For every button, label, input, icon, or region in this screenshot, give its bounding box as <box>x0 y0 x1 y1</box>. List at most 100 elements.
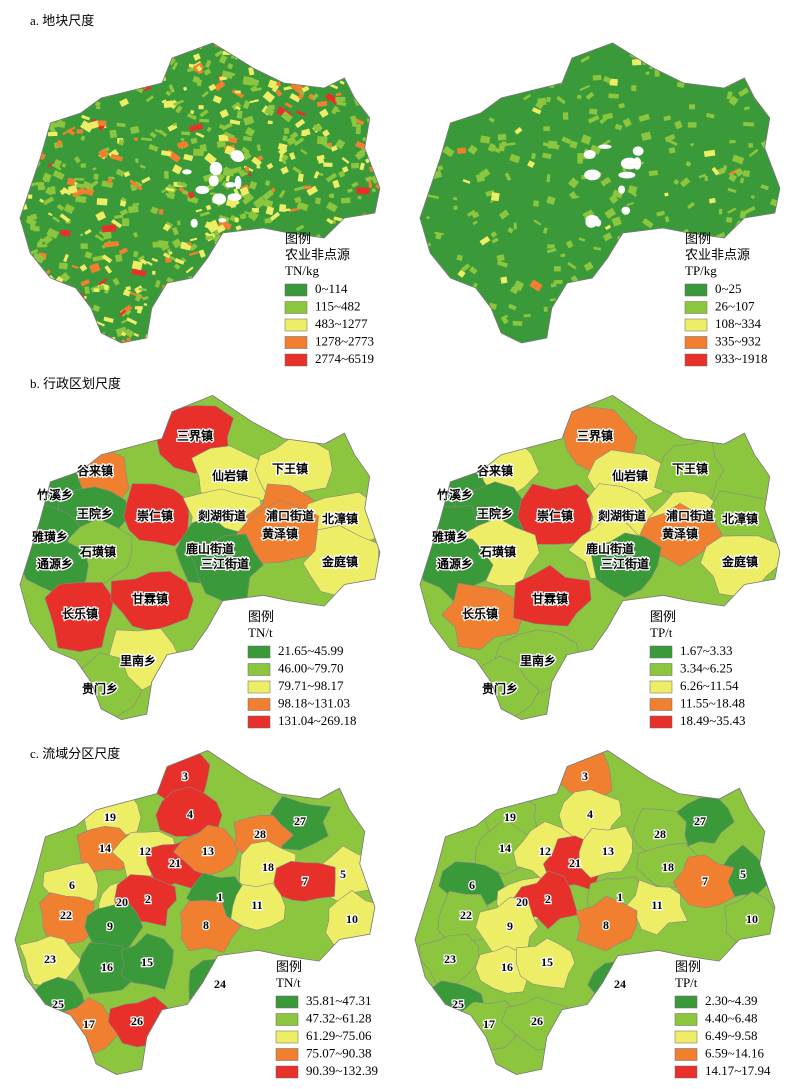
land-patch <box>79 83 88 92</box>
land-patch <box>742 170 751 177</box>
region-label: 14 <box>99 841 111 855</box>
region-label: 15 <box>141 955 153 969</box>
land-patch <box>114 214 124 219</box>
region-label: 竹溪乡 <box>36 487 73 502</box>
land-patch <box>42 234 53 245</box>
land-patch <box>670 291 679 299</box>
land-patch <box>293 43 305 53</box>
land-patch <box>29 69 40 80</box>
land-patch <box>533 200 539 207</box>
land-patch <box>710 43 721 44</box>
land-patch <box>744 205 756 215</box>
land-patch <box>433 304 441 310</box>
land-patch <box>173 263 181 270</box>
land-patch <box>332 68 342 77</box>
land-patch <box>255 52 260 56</box>
land-patch <box>580 314 588 319</box>
legend-unit: TP/t <box>650 625 673 640</box>
legend-swatch <box>247 645 271 659</box>
land-patch <box>98 148 109 159</box>
land-patch <box>88 49 96 55</box>
land-patch <box>226 136 238 144</box>
land-patch <box>80 163 87 168</box>
urban-area <box>594 218 602 227</box>
land-patch <box>348 77 356 84</box>
land-patch <box>756 270 762 275</box>
land-patch <box>316 136 328 145</box>
legend-swatch <box>674 1048 698 1061</box>
land-patch <box>71 48 78 54</box>
legend-unit: TN/t <box>276 975 301 990</box>
land-patch <box>687 201 695 210</box>
land-patch <box>717 48 729 54</box>
land-patch <box>580 134 592 145</box>
land-patch <box>579 84 590 92</box>
land-patch <box>645 266 658 279</box>
land-patch <box>56 52 65 57</box>
land-patch <box>198 249 206 258</box>
land-patch <box>43 317 56 329</box>
land-patch <box>441 338 453 343</box>
land-patch <box>600 176 612 187</box>
land-patch <box>63 203 75 215</box>
land-patch <box>434 231 444 236</box>
legend-title: 图例 <box>285 231 311 246</box>
land-patch <box>296 110 306 117</box>
land-patch <box>769 138 780 147</box>
land-patch <box>264 180 271 187</box>
land-patch <box>266 331 276 339</box>
land-patch <box>278 189 286 199</box>
land-patch <box>281 135 288 142</box>
land-patch <box>133 332 140 338</box>
land-patch <box>743 121 755 127</box>
land-patch <box>543 306 548 312</box>
region <box>513 564 592 627</box>
land-patch <box>172 122 178 127</box>
land-patch <box>266 328 275 337</box>
land-patch <box>273 264 281 271</box>
land-patch <box>102 231 112 240</box>
land-patch <box>618 336 624 340</box>
land-patch <box>80 135 86 141</box>
land-patch <box>328 193 334 198</box>
land-patch <box>70 69 77 77</box>
land-patch <box>313 124 322 132</box>
land-patch <box>586 287 594 297</box>
region-label: 长乐镇 <box>62 606 98 621</box>
land-patch <box>442 123 450 129</box>
land-patch <box>355 140 368 151</box>
land-patch <box>192 53 201 61</box>
legend-label: 2774~6519 <box>315 351 374 366</box>
region-label: 北漳镇 <box>322 511 358 526</box>
land-patch <box>421 292 427 298</box>
section-title: b. 行政区划尺度 <box>30 376 121 391</box>
land-patch <box>739 210 747 219</box>
land-patch <box>658 53 667 62</box>
land-patch <box>775 61 780 69</box>
land-patch <box>80 340 88 343</box>
land-patch <box>300 148 308 155</box>
land-patch <box>39 43 46 46</box>
region <box>575 895 638 952</box>
land-patch <box>26 127 37 137</box>
land-patch <box>140 137 153 142</box>
land-patch <box>276 258 281 266</box>
land-patch <box>119 200 127 207</box>
land-patch <box>673 178 680 185</box>
region-label: 13 <box>202 844 214 858</box>
land-patch <box>453 205 458 210</box>
land-patch <box>433 58 440 67</box>
land-patch <box>226 273 235 278</box>
land-patch <box>371 284 380 294</box>
land-patch <box>315 34 325 42</box>
land-patch <box>20 298 29 307</box>
land-patch <box>218 54 228 64</box>
land-patch <box>92 304 101 313</box>
land-patch <box>507 303 517 311</box>
region <box>515 937 576 989</box>
land-patch <box>102 55 107 59</box>
land-patch <box>245 269 250 274</box>
region-label: 雅璜乡 <box>431 529 468 544</box>
land-patch <box>134 293 143 302</box>
region-label: 贵门乡 <box>482 681 518 696</box>
